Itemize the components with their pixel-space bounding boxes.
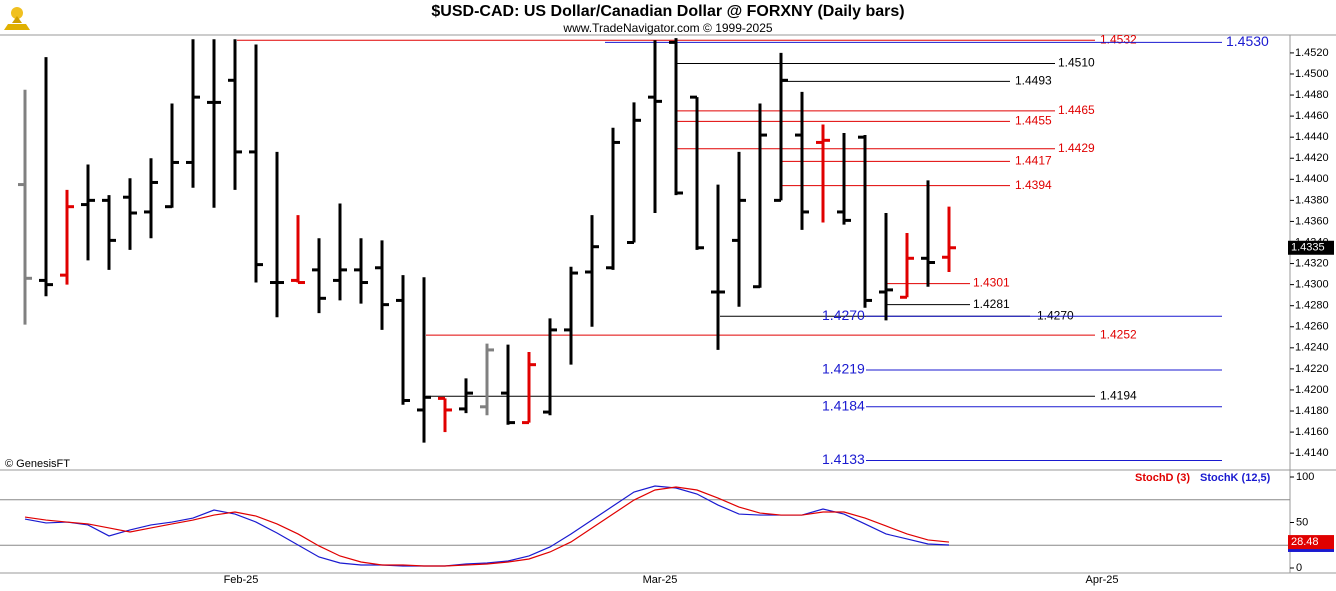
y-tick-label: 1.4300 bbox=[1295, 279, 1329, 291]
x-tick-label: Mar-25 bbox=[643, 574, 678, 586]
level-label: 1.4532 bbox=[1100, 32, 1137, 46]
level-label: 1.4530 bbox=[1226, 33, 1269, 49]
y-tick-label: 1.4220 bbox=[1295, 363, 1329, 375]
last-price-label: 1.4335 bbox=[1291, 242, 1325, 254]
source-note: © GenesisFT bbox=[5, 458, 70, 470]
level-label: 1.4417 bbox=[1015, 154, 1052, 168]
y-tick-label: 1.4180 bbox=[1295, 405, 1329, 417]
x-tick-label: Apr-25 bbox=[1085, 574, 1118, 586]
chart-title: $USD-CAD: US Dollar/Canadian Dollar @ FO… bbox=[431, 3, 904, 20]
level-label: 1.4184 bbox=[822, 398, 865, 414]
x-tick-label: Feb-25 bbox=[224, 574, 259, 586]
stoch-line bbox=[24, 486, 950, 567]
level-label: 1.4270 bbox=[822, 307, 865, 323]
y-tick-label: 1.4360 bbox=[1295, 215, 1329, 227]
y-tick-label: 1.4280 bbox=[1295, 300, 1329, 312]
level-label: 1.4429 bbox=[1058, 141, 1095, 155]
y-tick-label: 1.4200 bbox=[1295, 384, 1329, 396]
level-label: 1.4493 bbox=[1015, 74, 1052, 88]
last-price-box bbox=[1288, 240, 1334, 255]
level-label: 1.4194 bbox=[1100, 388, 1137, 402]
level-label: 1.4455 bbox=[1015, 114, 1052, 128]
level-label: 1.4252 bbox=[1100, 327, 1137, 341]
y-tick-label: 1.4520 bbox=[1295, 47, 1329, 59]
level-label: 1.4133 bbox=[822, 451, 865, 467]
y-tick-label: 1.4420 bbox=[1295, 152, 1329, 164]
y-tick-label: 0 bbox=[1296, 562, 1302, 574]
y-tick-label: 1.4140 bbox=[1295, 447, 1329, 459]
y-tick-label: 50 bbox=[1296, 516, 1308, 528]
legend-entry: StochD (3) bbox=[1135, 472, 1190, 484]
last-value-label: 28.48 bbox=[1291, 536, 1319, 548]
level-label: 1.4465 bbox=[1058, 103, 1095, 117]
logo bbox=[4, 7, 30, 30]
y-tick-label: 1.4400 bbox=[1295, 173, 1329, 185]
legend-entry: StochK (12,5) bbox=[1200, 472, 1271, 484]
level-label: 1.4301 bbox=[973, 276, 1010, 290]
chart-subtitle: www.TradeNavigator.com © 1999-2025 bbox=[562, 21, 772, 35]
y-tick-label: 1.4460 bbox=[1295, 110, 1329, 122]
level-label: 1.4281 bbox=[973, 297, 1010, 311]
last-value-box bbox=[1288, 535, 1334, 550]
y-tick-label: 1.4320 bbox=[1295, 257, 1329, 269]
level-label: 1.4219 bbox=[822, 361, 865, 377]
y-tick-label: 1.4500 bbox=[1295, 68, 1329, 80]
y-tick-label: 1.4160 bbox=[1295, 426, 1329, 438]
y-tick-label: 1.4240 bbox=[1295, 342, 1329, 354]
y-tick-label: 1.4260 bbox=[1295, 321, 1329, 333]
y-tick-label: 1.4380 bbox=[1295, 194, 1329, 206]
level-label: 1.4394 bbox=[1015, 178, 1052, 192]
y-tick-label: 100 bbox=[1296, 471, 1314, 483]
y-tick-label: 1.4480 bbox=[1295, 89, 1329, 101]
level-label: 1.4270 bbox=[1037, 308, 1074, 322]
y-tick-label: 1.4440 bbox=[1295, 131, 1329, 143]
level-label: 1.4510 bbox=[1058, 56, 1095, 70]
